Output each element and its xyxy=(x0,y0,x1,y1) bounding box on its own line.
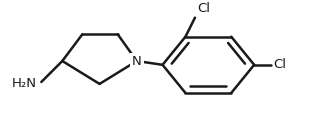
Text: H₂N: H₂N xyxy=(12,77,37,90)
Text: Cl: Cl xyxy=(197,2,210,15)
Text: N: N xyxy=(132,55,142,67)
Text: Cl: Cl xyxy=(273,58,286,71)
